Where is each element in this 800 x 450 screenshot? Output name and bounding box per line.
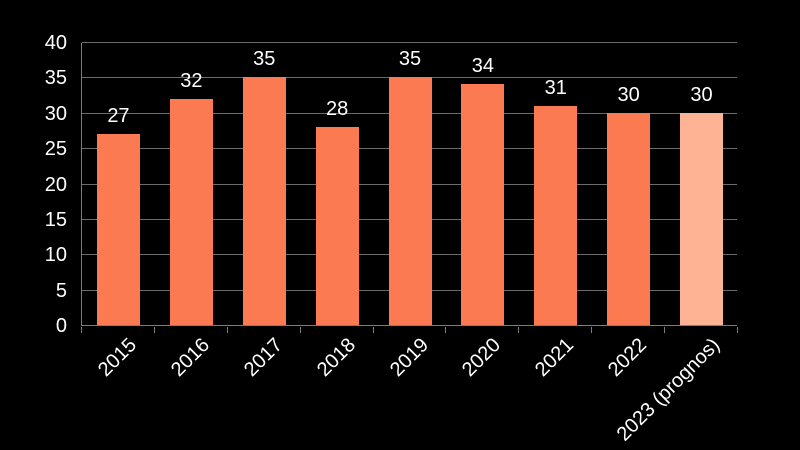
x-tick-mark [445, 327, 447, 333]
y-tick-label-10: 10 [44, 244, 67, 267]
y-tick-label-20: 20 [44, 173, 67, 196]
y-tick-label-30: 30 [44, 102, 67, 125]
bar-2021 [534, 105, 578, 325]
plot-area: 27 32 35 28 35 34 31 30 30 [81, 42, 737, 326]
bar-value-label-2021: 31 [544, 76, 567, 99]
x-tick-mark [737, 327, 738, 333]
x-tick-label-2016: 2016 [166, 334, 214, 382]
x-tick-mark [664, 327, 666, 333]
x-tick-label-2015: 2015 [93, 334, 142, 382]
bar-2018 [315, 126, 359, 325]
y-tick-label-25: 25 [44, 138, 67, 161]
x-tick-mark [81, 327, 82, 333]
x-tick-label-2018: 2018 [312, 334, 360, 382]
x-tick-label-2021: 2021 [531, 334, 579, 382]
bar-2022 [607, 112, 651, 325]
x-tick-mark [299, 327, 301, 333]
bar-2020 [461, 84, 505, 325]
bar-value-label-2020: 34 [471, 55, 494, 78]
x-tick-mark [591, 327, 593, 333]
x-tick-mark [518, 327, 520, 333]
x-tick-mark [372, 327, 374, 333]
x-tick-label-2022: 2022 [604, 334, 652, 382]
bar-value-label-2022: 30 [617, 83, 640, 106]
bar-2015 [96, 133, 140, 325]
bar-value-label-2023 (prognos): 30 [690, 83, 713, 106]
y-tick-label-40: 40 [44, 32, 67, 54]
gridline-40 [82, 42, 737, 43]
y-tick-label-5: 5 [55, 279, 67, 302]
bar-2023 (prognos) [680, 112, 724, 325]
bar-value-label-2016: 32 [180, 69, 203, 92]
x-tick-mark [226, 327, 228, 333]
y-tick-label-35: 35 [44, 67, 67, 90]
bar-value-label-2019: 35 [398, 48, 422, 71]
bar-value-label-2017: 35 [253, 48, 276, 71]
y-tick-label-15: 15 [44, 208, 67, 231]
bar-value-label-2018: 28 [325, 97, 349, 120]
bar-value-label-2015: 27 [107, 104, 130, 127]
bar-2017 [242, 77, 286, 325]
x-tick-label-2020: 2020 [458, 334, 506, 382]
bar-2019 [388, 77, 432, 325]
bar-2016 [169, 98, 213, 325]
x-tick-label-2017: 2017 [239, 334, 287, 382]
x-tick-mark [153, 327, 155, 333]
x-tick-label-2019: 2019 [385, 334, 433, 382]
y-tick-label-0: 0 [55, 315, 67, 337]
